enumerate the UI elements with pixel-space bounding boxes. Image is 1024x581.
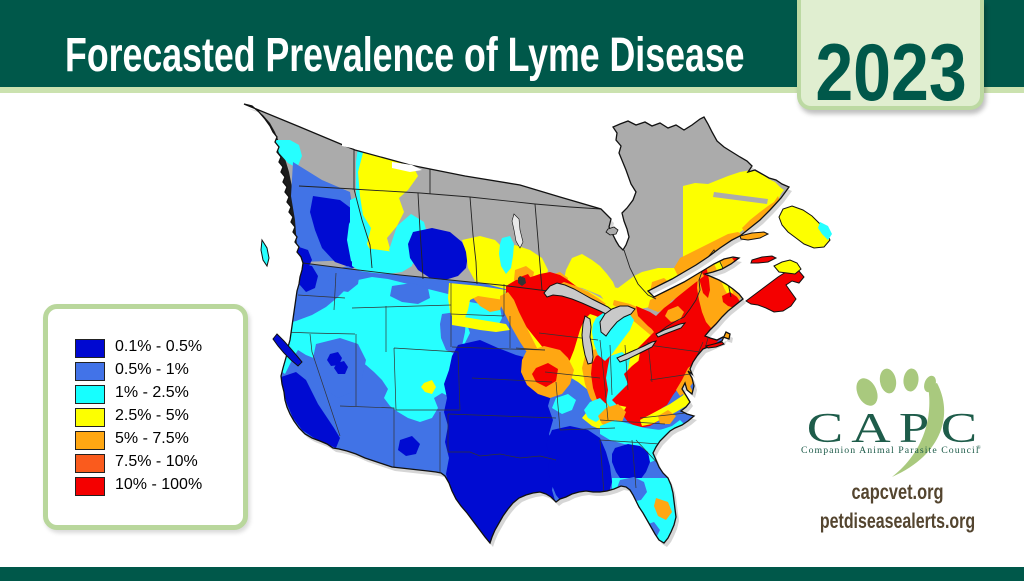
svg-text:A: A	[851, 405, 890, 452]
svg-text:Companion Animal Parasite Coun: Companion Animal Parasite Council	[801, 445, 980, 456]
svg-text:C: C	[941, 405, 977, 452]
svg-text:®: ®	[977, 445, 981, 451]
svg-text:P: P	[899, 405, 929, 452]
svg-text:C: C	[807, 405, 843, 452]
